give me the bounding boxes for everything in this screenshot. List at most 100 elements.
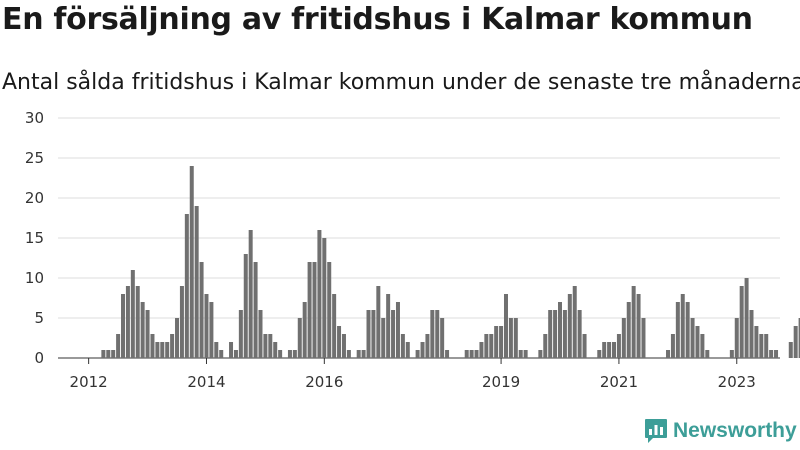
- bar: [287, 350, 292, 358]
- bar: [469, 350, 474, 358]
- bar: [199, 262, 204, 358]
- newsworthy-logo-icon: [645, 419, 667, 443]
- bar: [101, 350, 106, 358]
- bar: [675, 302, 680, 358]
- bar: [464, 350, 469, 358]
- y-tick-label: 5: [34, 309, 44, 327]
- x-tick-label: 2023: [718, 373, 756, 391]
- bar: [248, 230, 253, 358]
- bar: [494, 326, 499, 358]
- bar: [513, 318, 518, 358]
- bar: [278, 350, 283, 358]
- bar: [764, 334, 769, 358]
- bar: [474, 350, 479, 358]
- bar: [425, 334, 430, 358]
- bar: [106, 350, 111, 358]
- bar: [616, 334, 621, 358]
- bar: [631, 286, 636, 358]
- bar: [125, 286, 130, 358]
- x-tick-label: 2021: [600, 373, 638, 391]
- bar: [749, 310, 754, 358]
- y-tick-label: 20: [25, 189, 44, 207]
- bar: [538, 350, 543, 358]
- bar: [395, 302, 400, 358]
- bar: [572, 286, 577, 358]
- y-tick-label: 30: [25, 109, 44, 127]
- bar: [621, 318, 626, 358]
- bar-chart: 0510152025302012201420162019202120232025…: [25, 109, 800, 391]
- bar: [479, 342, 484, 358]
- y-tick-label: 10: [25, 269, 44, 287]
- bar: [445, 350, 450, 358]
- bar: [577, 310, 582, 358]
- bar: [322, 238, 327, 358]
- bar: [140, 302, 145, 358]
- bar: [562, 310, 567, 358]
- bar: [341, 334, 346, 358]
- bar: [680, 294, 685, 358]
- bar: [440, 318, 445, 358]
- brand-name: Newsworthy: [673, 419, 797, 442]
- bar: [170, 334, 175, 358]
- newsworthy-logo: Newsworthy: [644, 418, 797, 444]
- bar: [543, 334, 548, 358]
- y-tick-label: 15: [25, 229, 44, 247]
- bar: [121, 294, 126, 358]
- bar: [666, 350, 671, 358]
- bar: [567, 294, 572, 358]
- bar: [317, 230, 322, 358]
- bar: [548, 310, 553, 358]
- bar: [612, 342, 617, 358]
- bar: [381, 318, 386, 358]
- bar: [111, 350, 116, 358]
- bar: [729, 350, 734, 358]
- bar: [209, 302, 214, 358]
- bar: [435, 310, 440, 358]
- bar: [769, 350, 774, 358]
- bar: [636, 294, 641, 358]
- bar: [508, 318, 513, 358]
- bar: [179, 286, 184, 358]
- bar: [184, 214, 189, 358]
- bar: [253, 262, 258, 358]
- bar: [332, 294, 337, 358]
- bar: [626, 302, 631, 358]
- bar: [788, 342, 793, 358]
- bar: [116, 334, 121, 358]
- bar: [405, 342, 410, 358]
- bar: [356, 350, 361, 358]
- bar: [754, 326, 759, 358]
- bar: [420, 342, 425, 358]
- bar: [386, 294, 391, 358]
- bar: [744, 278, 749, 358]
- bar: [194, 206, 199, 358]
- chart-title: En försäljning av fritidshus i Kalmar ko…: [2, 2, 753, 37]
- bar: [238, 310, 243, 358]
- bar: [366, 310, 371, 358]
- bar: [774, 350, 779, 358]
- bar: [371, 310, 376, 358]
- bar: [523, 350, 528, 358]
- bar: [734, 318, 739, 358]
- bar: [346, 350, 351, 358]
- bar: [263, 334, 268, 358]
- bar: [602, 342, 607, 358]
- bar: [327, 262, 332, 358]
- bar: [189, 166, 194, 358]
- bar: [705, 350, 710, 358]
- chart-subtitle: Antal sålda fritidshus i Kalmar kommun u…: [2, 70, 800, 95]
- bar: [700, 334, 705, 358]
- bar: [214, 342, 219, 358]
- bar: [690, 318, 695, 358]
- bar: [558, 302, 562, 358]
- bar: [175, 318, 180, 358]
- bar: [243, 254, 248, 358]
- bar: [268, 334, 273, 358]
- bar: [258, 310, 263, 358]
- bar: [160, 342, 165, 358]
- x-tick-label: 2016: [305, 373, 343, 391]
- bar: [400, 334, 405, 358]
- x-tick-label: 2014: [187, 373, 225, 391]
- bar: [165, 342, 170, 358]
- bar: [484, 334, 489, 358]
